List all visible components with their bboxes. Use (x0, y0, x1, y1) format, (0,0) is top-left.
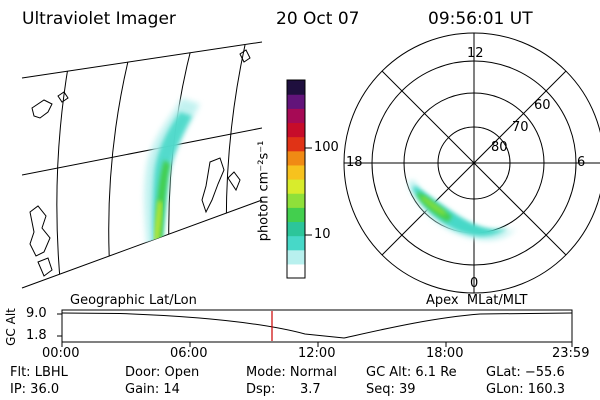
colorbar-swatch (287, 221, 305, 237)
date-label: 20 Oct 07 (276, 9, 360, 29)
alt-ylabel: GC Alt (3, 308, 18, 346)
mlt-label-12: 12 (467, 46, 484, 61)
status-glat: GLat: −55.6 (486, 365, 565, 380)
colorbar-swatch (287, 193, 305, 208)
colorbar-swatch (287, 263, 305, 279)
colorbar-swatch (287, 108, 305, 124)
altitude-plot (57, 309, 573, 347)
polar-plot (343, 32, 600, 294)
status-dsp-value: 3.7 (300, 382, 321, 397)
colorbar-tick-100: 100 (314, 140, 339, 155)
xtick-2359: 23:59 (552, 346, 590, 361)
mlat-label-60: 60 (534, 98, 551, 113)
colorbar-swatch (287, 122, 305, 138)
geo-caption: Geographic Lat/Lon (70, 293, 197, 308)
colorbar-swatch (287, 80, 305, 95)
status-glon: GLon: 160.3 (486, 382, 566, 397)
colorbar (286, 79, 312, 279)
mlat-label-70: 70 (512, 120, 529, 135)
status-seq: Seq: 39 (366, 382, 416, 397)
colorbar-swatch (287, 207, 305, 223)
geographic-map (21, 41, 263, 289)
xtick-1200: 12:00 (298, 346, 336, 361)
status-filter: Flt: LBHL (10, 365, 68, 380)
alt-ymax: 9.0 (26, 306, 47, 321)
time-label: 09:56:01 UT (428, 9, 533, 29)
status-gc-alt: GC Alt: 6.1 Re (366, 365, 457, 380)
colorbar-swatch (287, 94, 305, 109)
mlt-label-0: 0 (470, 276, 479, 291)
colorbar-label: photon cm⁻²s⁻¹ (256, 140, 272, 242)
xtick-0000: 00:00 (42, 346, 80, 361)
status-dsp-label: Dsp: (246, 382, 276, 397)
colorbar-swatch (287, 150, 305, 166)
alt-ymin: 1.8 (26, 328, 47, 343)
polar-caption: Apex MLat/MLT (426, 293, 528, 308)
xtick-0600: 06:00 (170, 346, 208, 361)
mlt-label-18: 18 (346, 155, 363, 170)
colorbar-tick-10: 10 (314, 227, 331, 242)
colorbar-swatch (287, 249, 305, 265)
mlat-label-80: 80 (491, 140, 508, 155)
xtick-1800: 18:00 (426, 346, 464, 361)
status-mode: Mode: Normal (246, 365, 337, 380)
status-gain: Gain: 14 (125, 382, 180, 397)
status-ip: IP: 36.0 (10, 382, 60, 397)
app-title: Ultraviolet Imager (22, 9, 176, 29)
colorbar-swatch (287, 136, 305, 152)
colorbar-swatch (287, 164, 305, 180)
status-door: Door: Open (125, 365, 200, 380)
colorbar-swatch (287, 179, 305, 194)
mlt-label-6: 6 (577, 155, 586, 170)
colorbar-swatch (287, 235, 305, 251)
